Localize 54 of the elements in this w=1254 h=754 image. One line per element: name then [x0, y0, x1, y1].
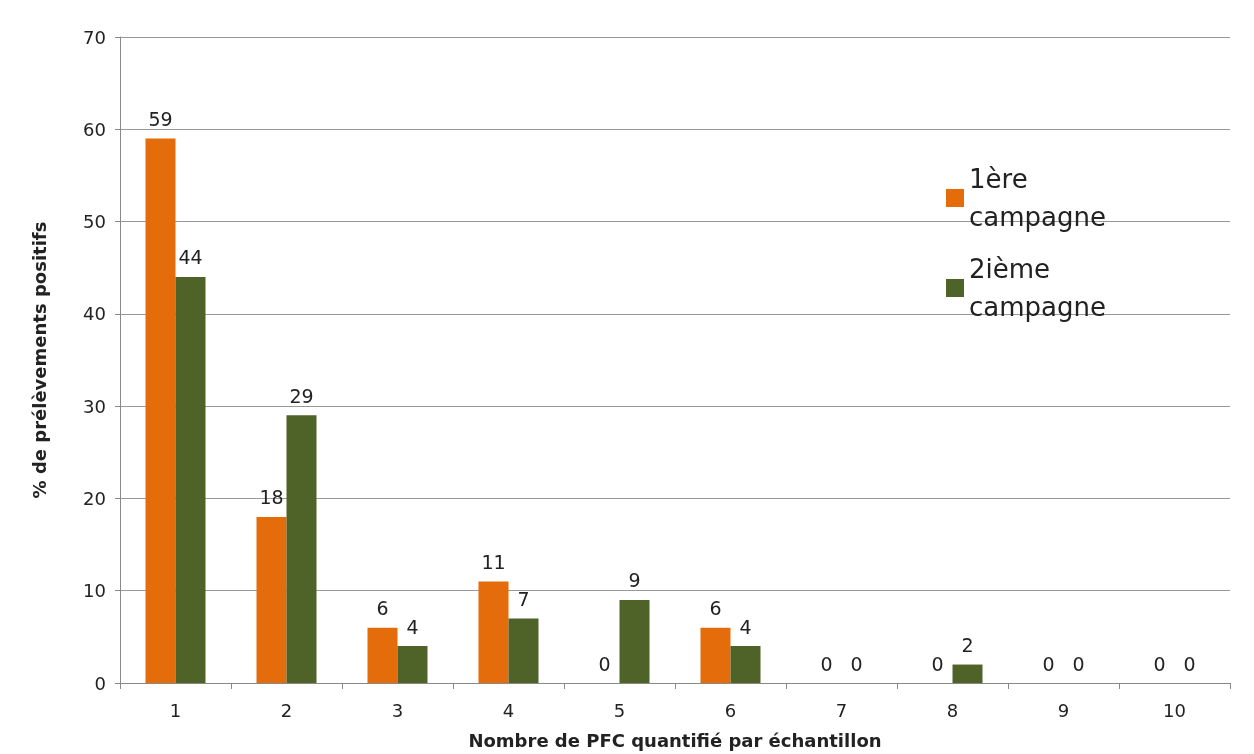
bar — [730, 646, 761, 683]
y-tick-label: 30 — [83, 395, 106, 417]
bar — [175, 276, 206, 683]
y-tick-label: 10 — [83, 580, 106, 602]
bar — [619, 599, 650, 683]
bar — [256, 516, 287, 683]
data-label: 6 — [709, 597, 722, 620]
data-label: 11 — [481, 550, 506, 573]
x-tick-label: 3 — [391, 699, 404, 721]
data-label: 6 — [376, 597, 389, 620]
x-tick-label: 2 — [280, 699, 293, 721]
bar — [478, 581, 509, 683]
bar — [397, 646, 428, 683]
y-tick-label: 50 — [83, 211, 106, 233]
y-tick-label: 0 — [94, 672, 106, 694]
y-tick-label: 20 — [83, 487, 106, 509]
x-tick-label: 4 — [502, 699, 515, 721]
data-label: 0 — [931, 652, 944, 675]
data-label: 0 — [820, 652, 833, 675]
y-tick-label: 40 — [83, 303, 106, 325]
x-tick-label: 1 — [169, 699, 182, 721]
y-tick-label: 70 — [83, 26, 106, 48]
y-axis-title: % de prélèvements positifs — [28, 221, 50, 499]
data-label: 0 — [598, 652, 611, 675]
bar — [952, 664, 983, 683]
x-tick-label: 9 — [1057, 699, 1070, 721]
data-label: 0 — [850, 652, 863, 675]
data-label: 9 — [628, 569, 641, 592]
bar — [508, 618, 539, 683]
legend-label: 1ère campagne — [969, 164, 1106, 232]
x-tick-label: 8 — [946, 699, 959, 721]
data-label: 18 — [259, 486, 284, 509]
legend-label: 2ième campagne — [969, 254, 1106, 322]
data-label: 0 — [1072, 652, 1085, 675]
data-label: 29 — [289, 384, 314, 407]
data-label: 7 — [517, 587, 530, 610]
y-tick-label: 60 — [83, 118, 106, 140]
bar — [145, 138, 176, 683]
x-tick-label: 7 — [835, 699, 848, 721]
bar — [286, 415, 317, 683]
data-label: 2 — [961, 634, 974, 657]
bar — [700, 627, 731, 683]
data-label: 0 — [1183, 652, 1196, 675]
bar — [367, 627, 398, 683]
data-label: 0 — [1042, 652, 1055, 675]
x-axis-title: Nombre de PFC quantifié par échantillon — [468, 729, 882, 751]
data-label: 4 — [739, 615, 752, 638]
x-tick-label: 6 — [724, 699, 737, 721]
x-tick-label: 10 — [1163, 699, 1186, 721]
x-tick-label: 5 — [613, 699, 626, 721]
data-label: 44 — [178, 246, 203, 269]
data-label: 59 — [148, 108, 173, 131]
data-label: 4 — [406, 615, 419, 638]
data-label: 0 — [1153, 652, 1166, 675]
